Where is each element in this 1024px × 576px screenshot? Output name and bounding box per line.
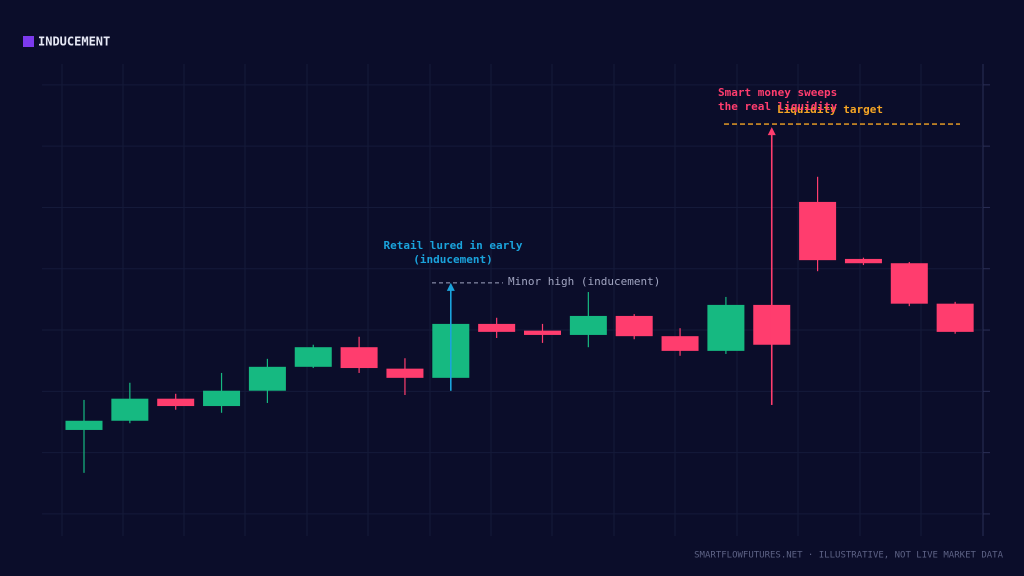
candle-body: [478, 323, 516, 332]
candle-body: [615, 315, 653, 337]
annotation-text: Smart money sweeps: [718, 86, 837, 99]
candle-body: [248, 366, 286, 391]
candle-body: [890, 263, 928, 304]
annotation-text: Retail lured in early: [383, 239, 522, 252]
candle-body: [157, 398, 195, 407]
chart-title: INDUCEMENT: [38, 35, 110, 49]
candle-body: [799, 201, 837, 261]
annotation-text: the real liquidity: [718, 100, 838, 113]
candle-body: [340, 347, 378, 369]
candle-body: [386, 368, 424, 378]
candle-body: [111, 398, 149, 421]
level-label: Liquidity target: [777, 103, 883, 116]
candle-body: [936, 303, 974, 332]
level-label: Minor high (inducement): [508, 275, 660, 288]
vertical-grid: [61, 64, 922, 536]
arrow-head: [767, 127, 776, 136]
arrow-head: [446, 282, 455, 291]
candle-body: [294, 347, 332, 367]
candle-body: [844, 258, 882, 264]
candle-body: [203, 390, 241, 407]
candle-body: [707, 304, 745, 351]
candle-body: [569, 315, 607, 335]
annotation-text: (inducement): [413, 253, 492, 266]
candle-body: [65, 420, 103, 430]
candle-body: [524, 330, 561, 335]
source-note: SMARTFLOWFUTURES.NET · ILLUSTRATIVE, NOT…: [694, 551, 1003, 561]
candle-body: [661, 336, 699, 351]
title-swatch: [23, 36, 34, 47]
